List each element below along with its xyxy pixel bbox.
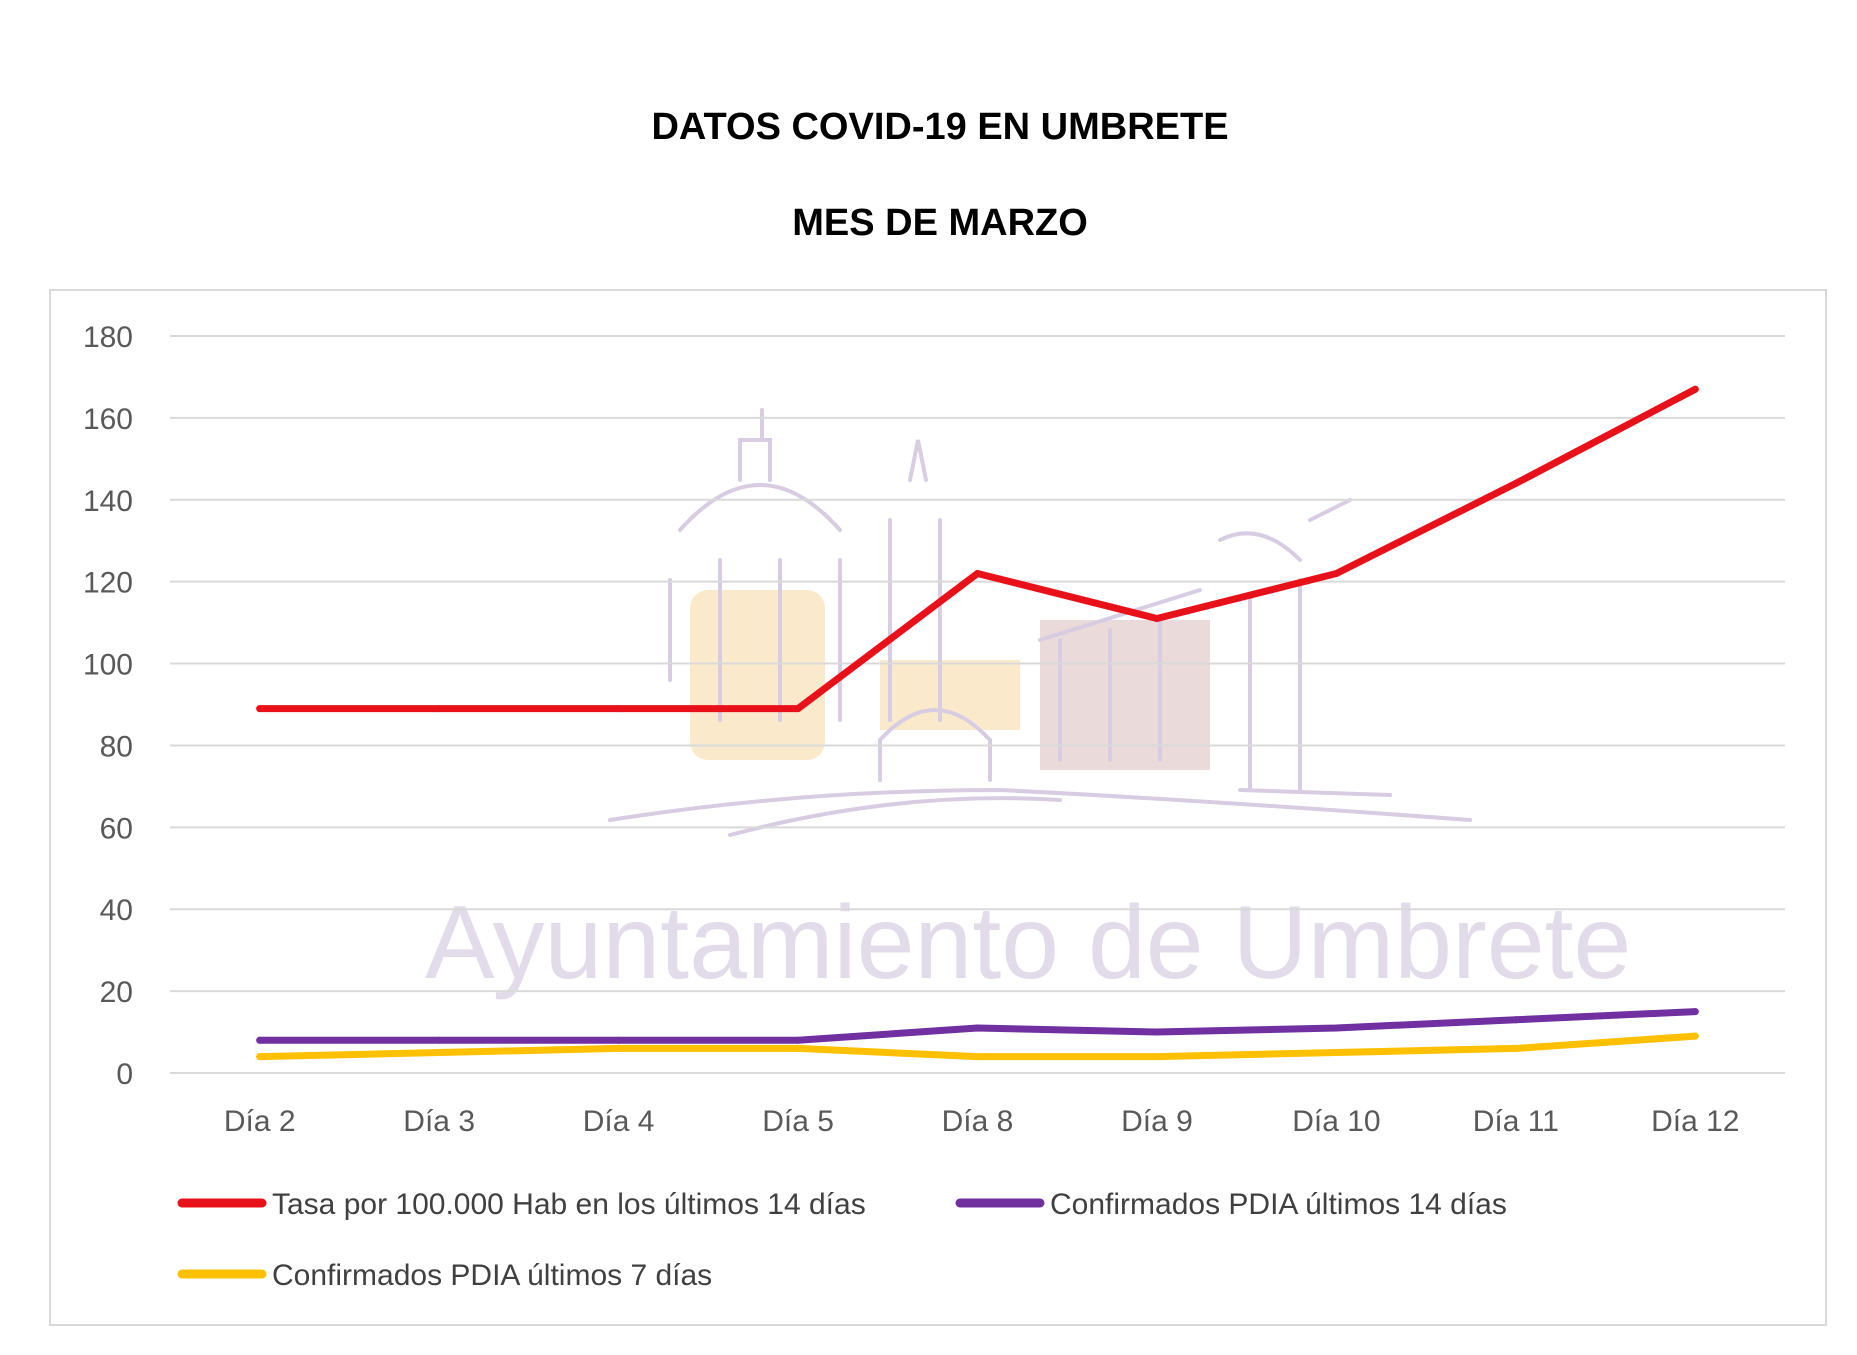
data-point [974,1053,981,1061]
data-point [435,1049,443,1057]
data-point [615,705,623,713]
data-point [794,705,802,713]
data-point [615,1036,623,1044]
data-point [1512,479,1520,487]
series-lines [256,385,1699,1061]
y-axis: 0 20 40 60 80 100 120 140 160 180 [83,321,133,1091]
y-tick-label: 100 [83,649,133,682]
data-point [1153,1053,1161,1061]
x-tick-label: Día 3 [403,1105,475,1138]
x-tick-label: Día 12 [1651,1105,1739,1138]
x-tick-label: Día 10 [1292,1105,1380,1138]
data-point [974,569,981,577]
y-tick-label: 180 [83,321,133,354]
data-point [1153,1028,1161,1036]
data-point [1691,1032,1699,1040]
y-tick-label: 80 [100,730,133,763]
x-tick-label: Día 4 [583,1105,655,1138]
y-tick-label: 160 [83,403,133,436]
data-point [1512,1044,1520,1052]
chart-subtitle: MES DE MARZO [792,202,1088,244]
x-tick-label: Día 9 [1121,1105,1193,1138]
y-tick-label: 0 [116,1058,133,1091]
legend-label: Tasa por 100.000 Hab en los últimos 14 d… [272,1188,866,1221]
data-point [974,1024,981,1032]
y-tick-label: 120 [83,567,133,600]
data-point [1153,615,1161,623]
chart-area-frame [49,289,1827,1326]
x-axis: Día 2 Día 3 Día 4 Día 5 Día 8 Día 9 Día 10 Día … [224,1105,1740,1138]
data-point [1332,569,1340,577]
data-point [435,1036,443,1044]
x-tick-label: Día 2 [224,1105,296,1138]
y-tick-label: 60 [100,812,133,845]
watermark-text: Ayuntamiento de Umbrete [425,885,1631,1001]
data-point [256,1036,264,1044]
chart-title: DATOS COVID-19 EN UMBRETE [651,106,1229,148]
x-tick-label: Día 5 [762,1105,834,1138]
y-tick-label: 140 [83,485,133,518]
y-tick-label: 20 [100,976,133,1009]
data-point [615,1044,623,1052]
data-point [1332,1049,1340,1057]
data-point [1332,1024,1340,1032]
legend: Tasa por 100.000 Hab en los últimos 14 d… [177,1188,1507,1292]
legend-label: Confirmados PDIA últimos 7 días [272,1259,712,1292]
y-tick-label: 40 [100,894,133,927]
data-point [794,1036,802,1044]
data-point [1691,1008,1699,1016]
x-tick-label: Día 8 [942,1105,1014,1138]
x-tick-label: Día 11 [1473,1105,1559,1138]
data-point [1691,385,1699,393]
data-point [794,1044,802,1052]
data-point [435,705,443,713]
legend-label: Confirmados PDIA últimos 14 días [1050,1188,1507,1221]
data-point [256,1053,264,1061]
gridlines [170,335,1785,1074]
data-point [1512,1016,1520,1024]
data-point [256,705,264,713]
